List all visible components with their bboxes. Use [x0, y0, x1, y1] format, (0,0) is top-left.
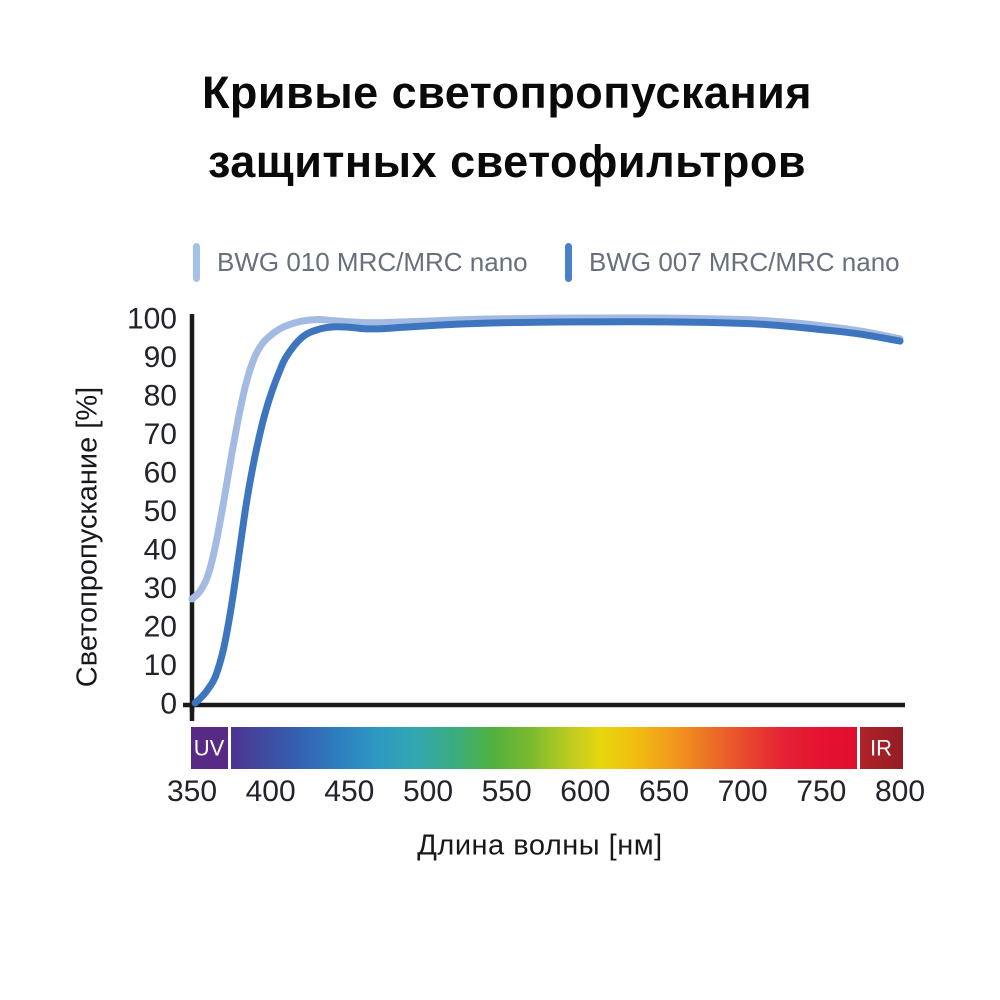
x-tick-label: 500	[403, 775, 453, 808]
x-tick-label: 550	[482, 775, 532, 808]
legend-label: BWG 007 MRC/MRC nano	[589, 247, 900, 277]
page-title-line1: Кривые светопропускания	[201, 67, 813, 118]
x-tick-label: 700	[718, 775, 768, 808]
x-tick-label: 650	[639, 775, 689, 808]
y-tick-label: 90	[144, 341, 177, 374]
x-tick-label: 800	[875, 775, 925, 808]
legend-swatch	[193, 243, 200, 282]
y-tick-label: 40	[144, 534, 177, 567]
ir-band	[860, 727, 903, 769]
page-title: Кривые светопропускания защитных светофи…	[7, 58, 1000, 196]
y-tick-label: 10	[144, 649, 177, 682]
curve-010	[188, 314, 904, 603]
legend-swatch	[565, 243, 572, 282]
x-axis-title: Длина волны [нм]	[417, 829, 663, 862]
visible-spectrum-band	[231, 727, 857, 769]
x-tick-label: 450	[324, 775, 374, 808]
curve-007	[191, 318, 904, 707]
uv-band-label: UV	[194, 736, 225, 761]
x-tick-label: 750	[796, 775, 846, 808]
y-tick-label: 20	[144, 611, 177, 644]
uv-band	[191, 727, 228, 769]
ir-band-label: IR	[870, 736, 892, 761]
x-tick-labels: 350 400 450 500 550 600 650 700 750 800	[167, 775, 925, 808]
legend-label: BWG 010 MRC/MRC nano	[217, 247, 528, 277]
spectrum-bar: UV IR	[191, 727, 903, 769]
x-tick-label: 350	[167, 775, 217, 808]
y-tick-label: 100	[127, 303, 177, 336]
y-tick-label: 0	[160, 688, 177, 721]
y-tick-label: 30	[144, 572, 177, 605]
y-tick-labels: 0 10 20 30 40 50 60 70 80 90 100	[127, 303, 177, 721]
legend-item-bwg010: BWG 010 MRC/MRC nano	[193, 243, 528, 282]
y-tick-label: 60	[144, 457, 177, 490]
legend-item-bwg007: BWG 007 MRC/MRC nano	[565, 243, 900, 282]
y-tick-label: 50	[144, 495, 177, 528]
y-tick-label: 70	[144, 418, 177, 451]
page-title-line2: защитных светофильтров	[207, 136, 807, 187]
x-tick-label: 600	[560, 775, 610, 808]
y-tick-label: 80	[144, 380, 177, 413]
y-axis-title: Светопропускание [%]	[71, 386, 104, 688]
axes	[183, 314, 905, 721]
curve-group	[188, 314, 904, 707]
x-tick-label: 400	[246, 775, 296, 808]
